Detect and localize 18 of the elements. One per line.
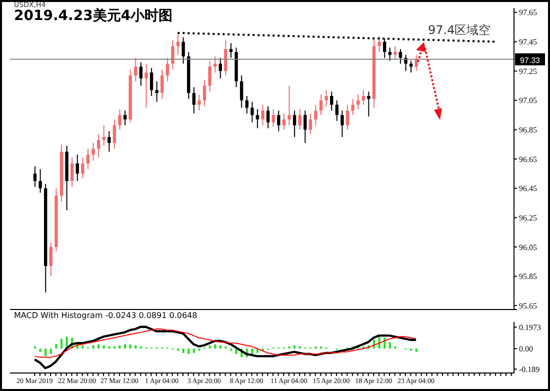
y-tick-label: 96.65 [519,154,537,164]
chart-title: MACD With Histogram -0.0243 0.0891 0.0648 [14,311,198,320]
y-tick-label: 96.85 [519,126,537,135]
y-tick-label: 97.05 [519,96,537,106]
y-tick-label: 0.1973 [519,323,541,332]
y-tick-label: 97.25 [519,66,537,76]
y-tick-label: 96.25 [519,213,537,222]
y-tick-label: 95.65 [519,301,537,310]
y-tick-label: 96.45 [519,184,537,194]
y-tick-label: 96.05 [519,242,537,252]
annotation: 97.4区域空 [428,22,491,39]
chart-title: 2019.4.23美元4小时图 [14,8,173,25]
y-tick-label: 95.85 [519,272,537,282]
ref-line-label: 97.33 [520,56,541,65]
y-tick-label: -0.189 [519,364,540,374]
y-tick-label: 0.00 [519,344,533,354]
y-tick-label: 97.65 [519,8,537,18]
y-tick-label: 97.45 [519,38,537,47]
